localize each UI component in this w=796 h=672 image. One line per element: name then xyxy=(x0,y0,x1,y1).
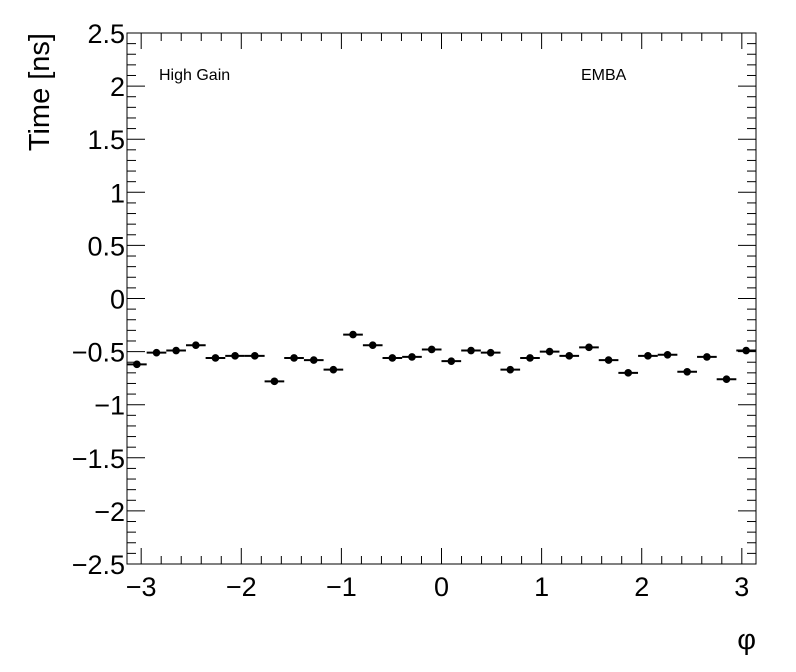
data-marker xyxy=(408,353,416,361)
data-marker xyxy=(486,348,495,357)
data-marker xyxy=(545,347,554,356)
y-tick-label: 1 xyxy=(110,178,125,208)
x-tick-labels: −3 −2 −1 0 1 2 3 xyxy=(126,572,750,602)
x-axis-title: φ xyxy=(737,624,756,656)
data-point xyxy=(716,375,737,384)
x-tick-label: 1 xyxy=(534,572,549,602)
data-point xyxy=(284,354,304,362)
y-tick-label: −1 xyxy=(94,391,125,421)
data-marker xyxy=(250,352,259,360)
data-point xyxy=(500,365,521,374)
annotation-high-gain: High Gain xyxy=(159,67,230,84)
data-point xyxy=(303,356,324,364)
data-point xyxy=(520,354,540,362)
data-series xyxy=(127,330,756,386)
x-tick-label: −1 xyxy=(326,572,357,602)
data-marker xyxy=(467,346,475,355)
data-marker xyxy=(722,375,731,384)
data-marker xyxy=(388,354,397,362)
data-point xyxy=(225,352,245,360)
data-marker xyxy=(368,341,377,350)
data-point xyxy=(146,348,167,357)
data-point xyxy=(539,347,560,356)
data-point xyxy=(343,330,363,339)
data-point xyxy=(186,341,206,350)
data-marker xyxy=(290,354,298,362)
data-point xyxy=(441,357,462,365)
data-point xyxy=(677,367,697,376)
data-marker xyxy=(211,354,220,362)
data-point xyxy=(323,365,344,374)
data-point xyxy=(264,377,285,386)
data-marker xyxy=(703,353,711,361)
annotation-emba: EMBA xyxy=(581,67,627,84)
x-tick-label: 0 xyxy=(434,572,449,602)
x-tick-label: −3 xyxy=(126,572,157,602)
axis-ticks xyxy=(127,32,756,565)
data-marker xyxy=(329,365,338,374)
data-marker xyxy=(644,352,652,360)
data-point xyxy=(736,346,756,355)
data-point xyxy=(697,353,717,361)
data-point xyxy=(480,348,501,357)
data-marker xyxy=(447,357,456,365)
x-tick-label: −2 xyxy=(226,572,257,602)
y-tick-label: −2.5 xyxy=(72,550,125,580)
y-tick-label: 2.5 xyxy=(87,19,125,49)
data-marker xyxy=(231,352,239,360)
data-marker xyxy=(172,346,180,355)
data-marker xyxy=(624,369,633,377)
data-point xyxy=(598,356,619,364)
data-point xyxy=(402,353,422,361)
data-marker xyxy=(192,341,200,350)
y-tick-label: 0 xyxy=(110,285,125,315)
data-point xyxy=(382,354,403,362)
data-marker xyxy=(604,356,613,364)
data-point xyxy=(421,345,442,354)
y-tick-label: 0.5 xyxy=(87,231,125,261)
y-tick-label: 1.5 xyxy=(87,125,125,155)
data-marker xyxy=(427,345,436,354)
data-point xyxy=(461,346,481,355)
data-marker xyxy=(683,367,691,376)
y-tick-label: −1.5 xyxy=(72,444,125,474)
data-marker xyxy=(585,343,593,352)
x-tick-label: 2 xyxy=(634,572,649,602)
data-marker xyxy=(133,360,141,369)
x-tick-label: 3 xyxy=(734,572,749,602)
data-point xyxy=(244,352,265,360)
data-point xyxy=(559,352,580,360)
data-marker xyxy=(742,346,750,355)
data-marker xyxy=(526,354,534,362)
data-marker xyxy=(152,348,161,357)
data-marker xyxy=(663,350,672,359)
y-axis-title: Time [ns] xyxy=(24,33,56,151)
data-point xyxy=(638,352,658,360)
y-tick-label: 2 xyxy=(110,72,125,102)
data-point xyxy=(657,350,678,359)
plot-frame xyxy=(126,32,757,565)
data-point xyxy=(205,354,226,362)
y-tick-label: −0.5 xyxy=(72,338,125,368)
data-marker xyxy=(309,356,318,364)
data-point xyxy=(362,341,383,350)
y-tick-label: −2 xyxy=(94,497,125,527)
data-point xyxy=(579,343,599,352)
data-marker xyxy=(565,352,574,360)
data-point xyxy=(166,346,186,355)
y-tick-labels: 2.5 2 1.5 1 0.5 0 −0.5 −1 −1.5 −2 −2.5 xyxy=(72,19,125,580)
data-marker xyxy=(506,365,515,374)
data-point xyxy=(618,369,639,377)
data-marker xyxy=(270,377,279,386)
data-point xyxy=(127,360,147,369)
data-marker xyxy=(349,330,357,339)
